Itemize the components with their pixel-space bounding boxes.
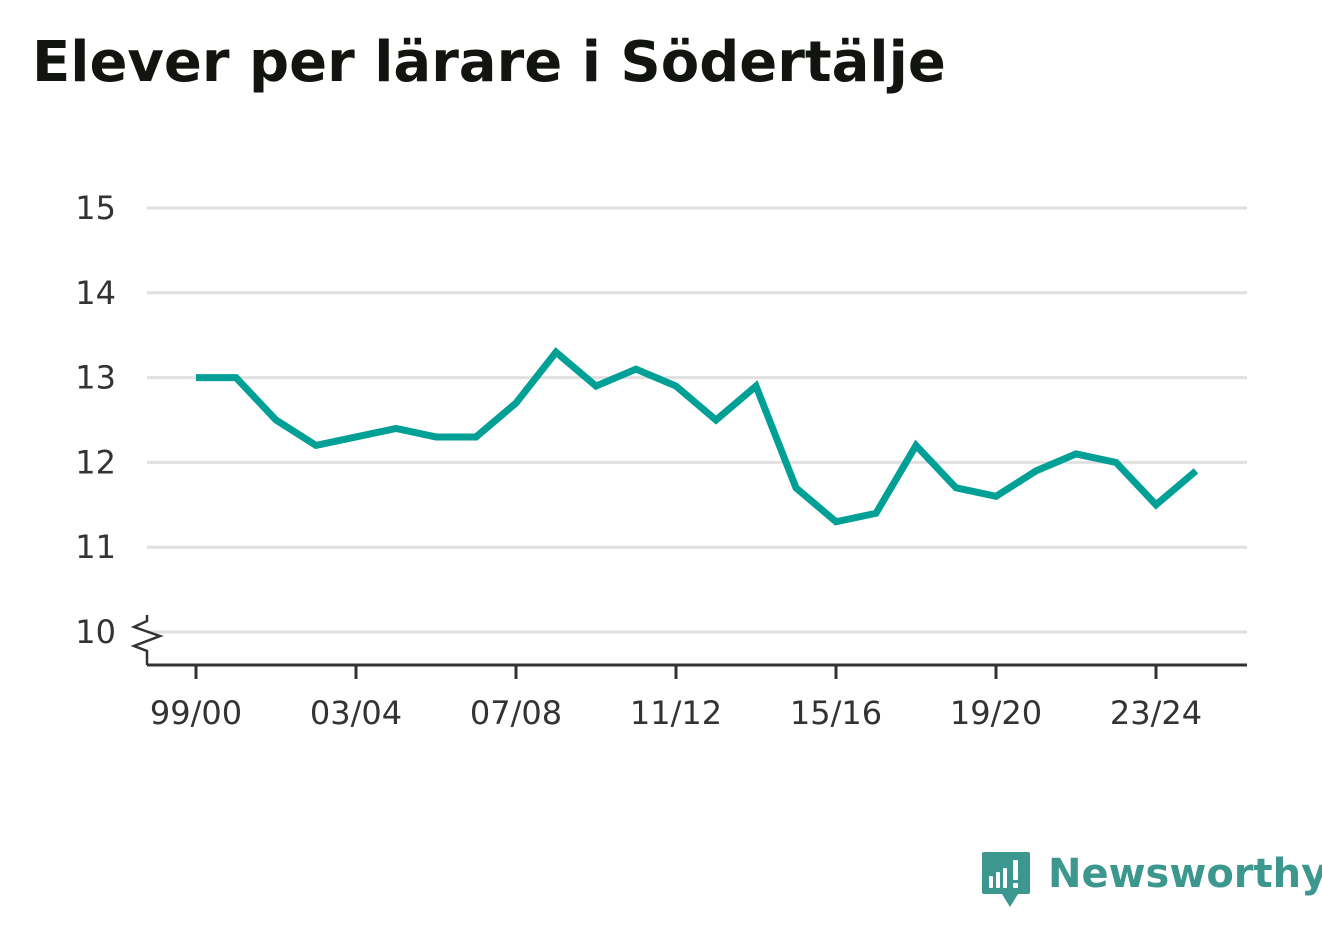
newsworthy-brand-name: Newsworthy (1048, 851, 1322, 897)
series-line (196, 347, 1199, 526)
y-axis-ticks: 10 11 12 13 14 15 (75, 189, 116, 651)
y-tick-label: 11 (75, 528, 116, 566)
series-group (195, 347, 1199, 526)
x-tick-label: 11/12 (630, 694, 722, 732)
newsworthy-logo-icon (982, 852, 1030, 907)
y-tick-label: 15 (75, 189, 116, 227)
y-tick-label: 14 (75, 274, 116, 312)
y-axis-break-icon (130, 615, 164, 665)
axis-break-zigzag (130, 615, 164, 665)
x-tick-label: 15/16 (790, 694, 882, 732)
x-axis-ticks: 99/00 03/04 07/08 11/12 15/16 19/20 23/24 (150, 665, 1202, 732)
x-tick-label: 23/24 (1110, 694, 1202, 732)
y-tick-label: 10 (75, 613, 116, 651)
x-tick-label: 07/08 (470, 694, 562, 732)
chart-title: Elever per lärare i Södertälje (32, 30, 946, 95)
newsworthy-logo: Newsworthy (982, 851, 1322, 907)
x-tick-label: 19/20 (950, 694, 1042, 732)
grid-lines (147, 206, 1247, 634)
y-tick-label: 12 (75, 443, 116, 481)
x-tick-label: 99/00 (150, 694, 242, 732)
y-tick-label: 13 (75, 359, 116, 397)
x-tick-label: 03/04 (310, 694, 402, 732)
